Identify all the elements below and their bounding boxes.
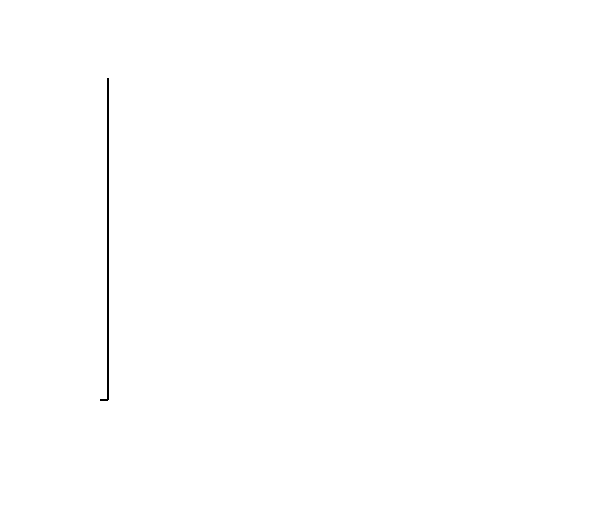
scatter-chart: [0, 0, 614, 507]
chart-container: [0, 0, 614, 507]
